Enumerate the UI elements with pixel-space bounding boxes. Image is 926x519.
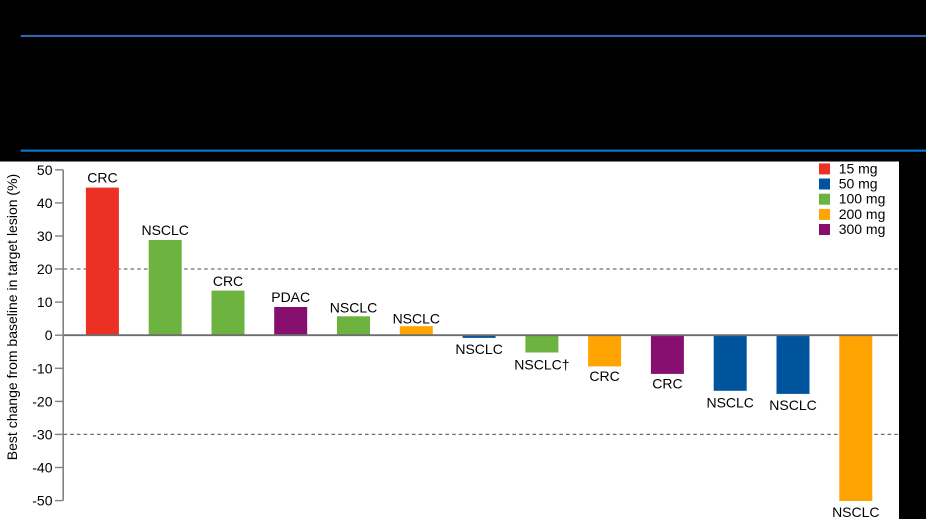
svg-text:CRC: CRC [213, 273, 243, 289]
svg-text:NSCLC: NSCLC [706, 395, 753, 411]
svg-text:15 mg: 15 mg [839, 160, 878, 176]
svg-text:CRC: CRC [652, 375, 682, 391]
svg-text:Best change from baseline in t: Best change from baseline in target lesi… [4, 174, 20, 460]
svg-text:NSCLC: NSCLC [330, 300, 377, 316]
svg-text:40: 40 [37, 195, 53, 211]
svg-text:10: 10 [37, 294, 53, 310]
svg-text:PDAC: PDAC [271, 289, 310, 305]
svg-text:NSCLC: NSCLC [455, 341, 502, 357]
svg-text:CRC: CRC [589, 368, 619, 384]
svg-text:CRC: CRC [87, 170, 117, 186]
svg-text:-30: -30 [32, 426, 52, 442]
svg-text:20: 20 [37, 261, 53, 277]
svg-text:30: 30 [37, 228, 53, 244]
svg-text:-10: -10 [32, 360, 52, 376]
svg-text:200 mg: 200 mg [839, 206, 886, 222]
svg-text:NSCLC: NSCLC [832, 504, 879, 519]
svg-text:100 mg: 100 mg [839, 191, 886, 207]
svg-text:NSCLC: NSCLC [769, 397, 816, 413]
svg-text:NSCLC: NSCLC [141, 222, 188, 238]
svg-text:-50: -50 [32, 493, 52, 509]
svg-text:NSCLC: NSCLC [393, 310, 440, 326]
svg-text:-40: -40 [32, 460, 52, 476]
svg-text:0: 0 [45, 327, 53, 343]
svg-text:50 mg: 50 mg [839, 176, 878, 192]
svg-text:-20: -20 [32, 393, 52, 409]
svg-text:NSCLC†: NSCLC† [514, 357, 569, 373]
svg-text:300 mg: 300 mg [839, 221, 886, 237]
svg-text:50: 50 [37, 162, 53, 178]
